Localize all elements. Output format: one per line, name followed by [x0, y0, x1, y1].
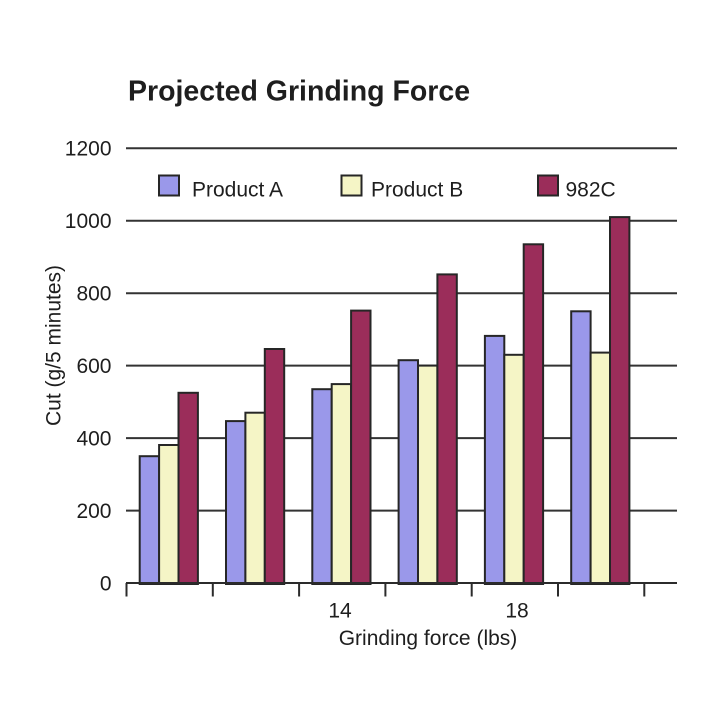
svg-text:200: 200 — [76, 500, 111, 523]
svg-text:600: 600 — [76, 355, 111, 378]
svg-text:Cut (g/5 minutes): Cut (g/5 minutes) — [43, 265, 66, 426]
svg-text:18: 18 — [505, 600, 528, 623]
svg-text:400: 400 — [76, 427, 111, 450]
svg-text:14: 14 — [328, 600, 352, 623]
svg-text:800: 800 — [76, 283, 111, 306]
svg-text:982C: 982C — [566, 179, 616, 202]
svg-text:1000: 1000 — [65, 210, 112, 233]
svg-text:1200: 1200 — [65, 138, 112, 161]
svg-text:Product A: Product A — [192, 179, 283, 202]
svg-text:0: 0 — [100, 572, 112, 595]
svg-text:Grinding force (lbs): Grinding force (lbs) — [339, 627, 518, 650]
svg-text:Projected Grinding Force: Projected Grinding Force — [128, 76, 470, 108]
svg-text:Product B: Product B — [371, 179, 463, 202]
